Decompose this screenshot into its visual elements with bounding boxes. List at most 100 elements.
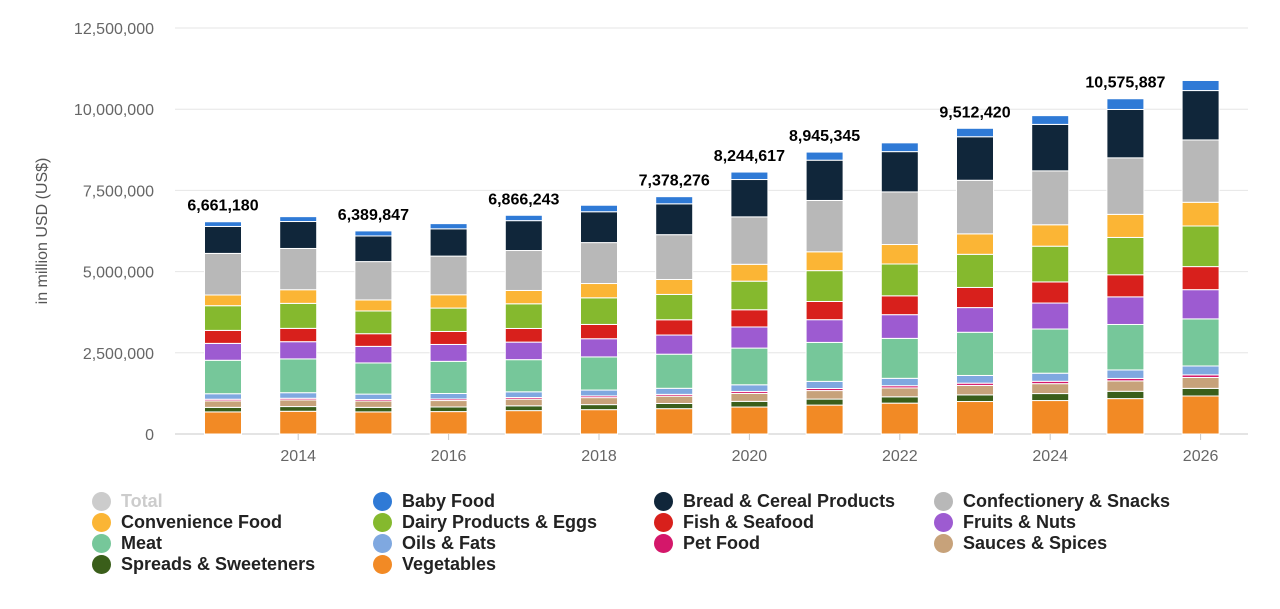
bar-segment bbox=[655, 402, 694, 410]
bar-segment bbox=[204, 400, 242, 408]
bar-segment bbox=[805, 270, 844, 302]
legend-item[interactable]: Sauces & Spices bbox=[934, 533, 1107, 553]
y-axis-title: in million USD (US$) bbox=[34, 158, 51, 305]
bar-segment bbox=[429, 343, 468, 362]
legend-item[interactable]: Fruits & Nuts bbox=[934, 512, 1076, 532]
bar-segment bbox=[730, 263, 769, 282]
legend-item[interactable]: Pet Food bbox=[654, 533, 760, 553]
bar-segment bbox=[1181, 289, 1220, 320]
bar-segment bbox=[805, 398, 844, 406]
bar-segment bbox=[429, 294, 468, 309]
legend-item[interactable]: Meat bbox=[92, 533, 162, 553]
legend-label: Fruits & Nuts bbox=[963, 511, 1077, 532]
bar-segment bbox=[956, 253, 994, 288]
bar-segment bbox=[1181, 79, 1220, 92]
bar-segment bbox=[1106, 369, 1145, 379]
bar-segment bbox=[655, 293, 694, 321]
bar-segment bbox=[580, 323, 618, 340]
x-tick-label: 2018 bbox=[581, 448, 617, 465]
legend-item[interactable]: Total bbox=[92, 491, 163, 511]
legend-label: Vegetables bbox=[402, 553, 497, 574]
legend-item[interactable]: Vegetables bbox=[373, 554, 496, 574]
bar-segment bbox=[504, 405, 543, 412]
y-tick-label: 7,500,000 bbox=[83, 183, 154, 200]
bar-segment bbox=[1106, 213, 1145, 238]
bar-segment bbox=[429, 392, 468, 400]
bar-segment bbox=[880, 151, 919, 193]
total-data-label: 6,389,847 bbox=[338, 207, 409, 224]
legend-label: Spreads & Sweeteners bbox=[121, 553, 316, 574]
legend-swatch bbox=[373, 533, 392, 553]
bar-segment bbox=[279, 216, 318, 223]
bar-segment bbox=[1181, 318, 1220, 367]
bar-segment bbox=[655, 395, 694, 404]
bar-segment bbox=[1031, 281, 1070, 304]
bar-segment bbox=[956, 307, 994, 333]
bar-segment bbox=[1106, 108, 1145, 159]
chart-canvas: 0 2,500,000 5,000,000 7,500,000 10,000,000 12… bbox=[34, 21, 1248, 465]
bar-segment bbox=[730, 326, 769, 349]
bar-segment bbox=[580, 356, 618, 391]
bar-segment bbox=[655, 334, 694, 355]
bar-segment bbox=[956, 384, 994, 396]
bar-segment bbox=[204, 342, 242, 361]
legend-item[interactable]: Dairy Products & Eggs bbox=[373, 512, 597, 532]
bar-segment bbox=[956, 136, 994, 181]
bar-segment bbox=[1031, 328, 1070, 374]
bar-segment bbox=[580, 409, 618, 435]
bar-segment bbox=[730, 280, 769, 311]
bar-segment bbox=[279, 399, 318, 408]
legend-item[interactable]: Bread & Cereal Products bbox=[654, 491, 895, 511]
bar-segment bbox=[504, 327, 543, 343]
bar-segment bbox=[279, 406, 318, 412]
bar-segment bbox=[880, 142, 919, 153]
total-data-label: 9,512,420 bbox=[939, 104, 1010, 121]
bar-segment bbox=[354, 345, 393, 364]
legend-item[interactable]: Convenience Food bbox=[92, 512, 282, 532]
bar-segment bbox=[1031, 400, 1070, 435]
legend-swatch bbox=[92, 554, 111, 574]
legend-label: Convenience Food bbox=[121, 511, 283, 532]
legend-item[interactable]: Fish & Seafood bbox=[654, 512, 814, 532]
legend-item[interactable]: Spreads & Sweeteners bbox=[92, 554, 315, 574]
bar-segment bbox=[956, 401, 994, 435]
bar-segment bbox=[880, 244, 919, 265]
bar-segment bbox=[580, 204, 618, 213]
bar-segment bbox=[1031, 170, 1070, 226]
y-tick-label: 10,000,000 bbox=[74, 102, 154, 119]
bar-segment bbox=[880, 295, 919, 316]
y-tick-label: 2,500,000 bbox=[83, 346, 154, 363]
bar-segment bbox=[1106, 398, 1145, 435]
bar-segment bbox=[1031, 245, 1070, 283]
bar-segment bbox=[204, 221, 242, 227]
x-tick-label: 2014 bbox=[280, 448, 316, 465]
bar-segment bbox=[1181, 139, 1220, 203]
bar-segment bbox=[1106, 98, 1145, 110]
bar-segment bbox=[429, 228, 468, 257]
bar-segment bbox=[805, 341, 844, 382]
bar-segment bbox=[580, 389, 618, 397]
bar-segment bbox=[429, 360, 468, 394]
bar-segment bbox=[279, 302, 318, 329]
legend-swatch bbox=[373, 491, 392, 511]
legend-item[interactable]: Confectionery & Snacks bbox=[934, 491, 1170, 511]
bar-segment bbox=[805, 159, 844, 201]
bar-segment bbox=[805, 199, 844, 253]
legend-item[interactable]: Baby Food bbox=[373, 491, 495, 511]
legend-item[interactable]: Oils & Fats bbox=[373, 533, 496, 553]
bar-segment bbox=[204, 393, 242, 400]
bar-segment bbox=[354, 400, 393, 408]
total-data-label: 10,575,887 bbox=[1085, 75, 1165, 92]
bar-segment bbox=[1031, 123, 1070, 172]
bar-segment bbox=[504, 359, 543, 393]
bar-segment bbox=[279, 289, 318, 304]
x-tick-label: 2024 bbox=[1032, 448, 1068, 465]
legend-swatch bbox=[934, 491, 953, 511]
bar-segment bbox=[805, 319, 844, 343]
bar-segment bbox=[730, 179, 769, 218]
bar-segment bbox=[580, 211, 618, 244]
bar-segment bbox=[655, 408, 694, 435]
legend-label: Total bbox=[121, 490, 163, 511]
bar-segment bbox=[805, 404, 844, 435]
bar-segment bbox=[1181, 395, 1220, 435]
